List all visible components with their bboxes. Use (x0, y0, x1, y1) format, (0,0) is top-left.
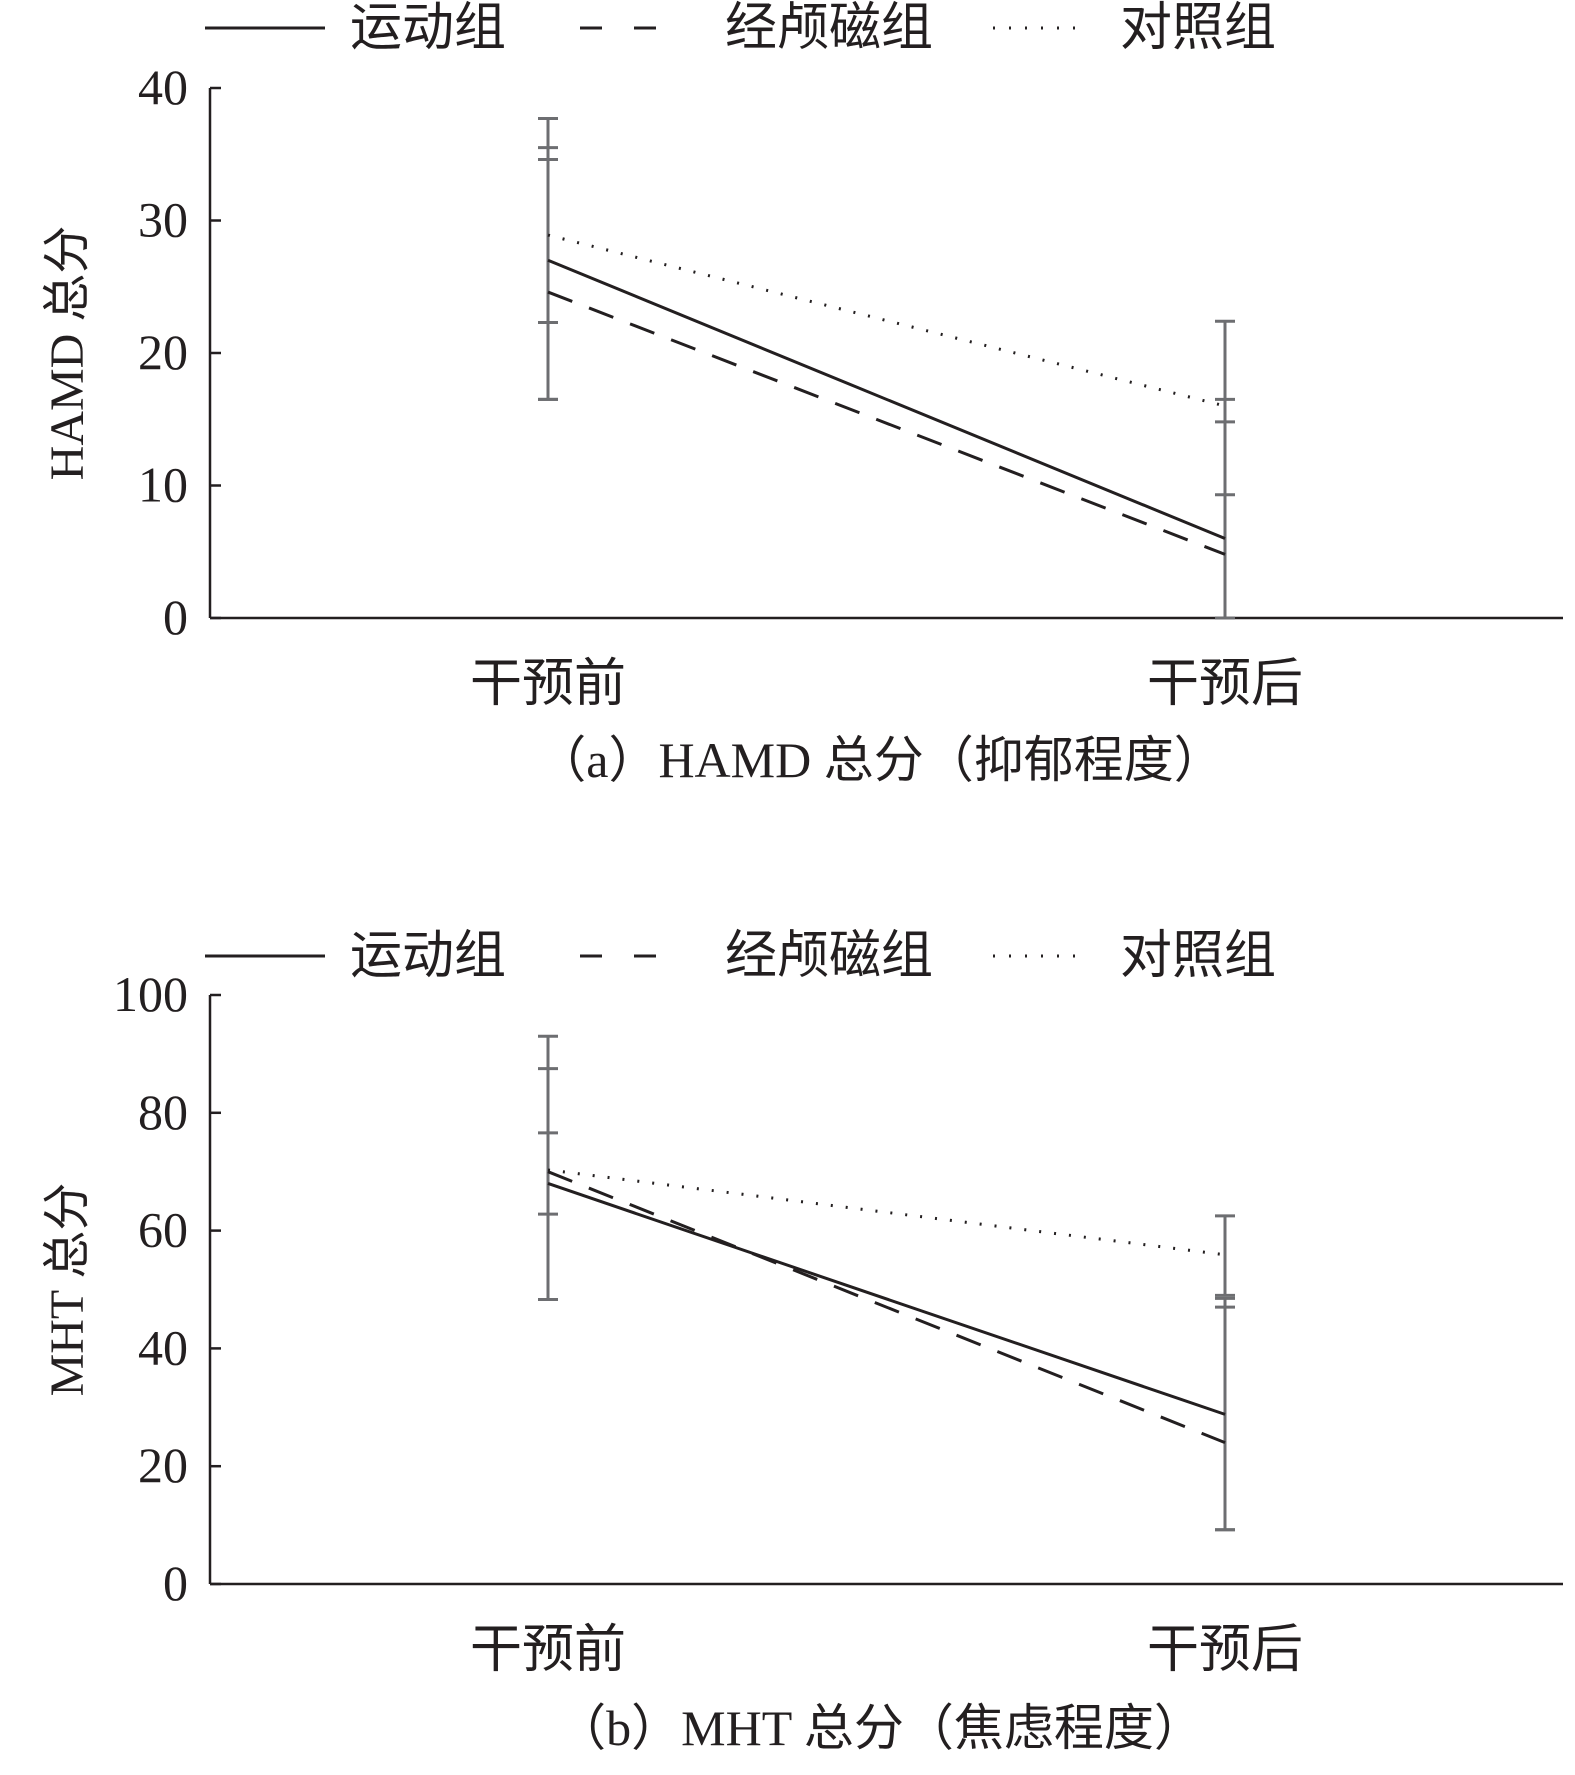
y-axis-title: HAMD 总分 (41, 226, 94, 481)
y-tick-label: 0 (163, 1555, 188, 1611)
panel-caption: （a）HAMD 总分（抑郁程度） (536, 732, 1223, 788)
series-line (547, 290, 1226, 556)
y-tick-label: 60 (138, 1202, 188, 1258)
legend-label: 经颅磁组 (725, 0, 933, 57)
y-tick-label: 100 (113, 966, 188, 1022)
y-tick-label: 0 (163, 589, 188, 645)
series-line (547, 258, 1226, 540)
legend-label: 对照组 (1120, 0, 1276, 57)
series-line (547, 1182, 1226, 1416)
x-tick-label: 干预前 (470, 1622, 626, 1679)
panel-caption: （b）MHT 总分（焦虑程度） (556, 1700, 1204, 1756)
x-tick-label: 干预后 (1147, 656, 1303, 713)
y-tick-label: 20 (138, 324, 188, 380)
legend-label: 运动组 (350, 928, 506, 985)
y-tick-label: 40 (138, 1319, 188, 1375)
y-tick-label: 30 (138, 192, 188, 248)
y-tick-label: 10 (138, 457, 188, 513)
y-tick-label: 80 (138, 1084, 188, 1140)
y-axis-title: MHT 总分 (41, 1183, 94, 1397)
legend-label: 运动组 (350, 0, 506, 57)
series-line (547, 1170, 1226, 1445)
x-tick-label: 干预后 (1147, 1622, 1303, 1679)
series-line (547, 233, 1226, 408)
legend-label: 经颅磁组 (725, 928, 933, 985)
y-tick-label: 40 (138, 59, 188, 115)
y-tick-label: 20 (138, 1437, 188, 1493)
legend-label: 对照组 (1120, 928, 1276, 985)
x-tick-label: 干预前 (470, 656, 626, 713)
